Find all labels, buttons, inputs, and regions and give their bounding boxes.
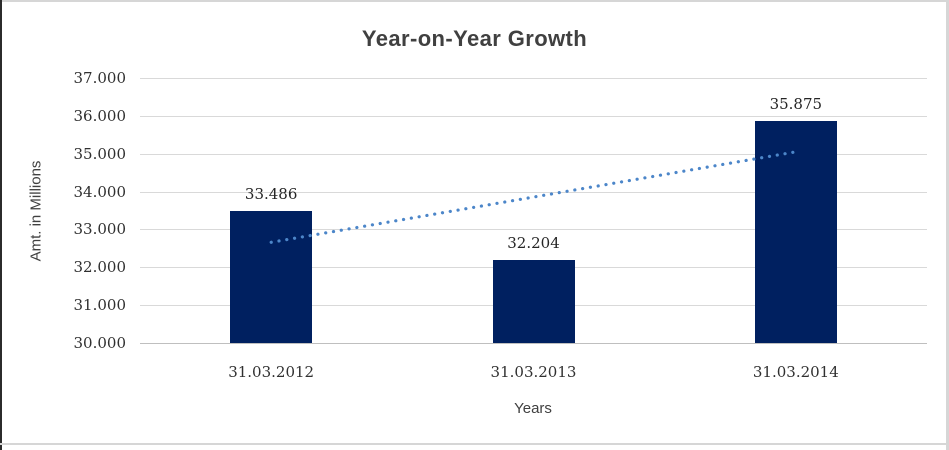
y-tick-label: 33.000 (73, 220, 127, 238)
bar-31.03.2014 (754, 120, 837, 343)
y-axis-title: Amt. in Millions (27, 160, 45, 262)
bar-31.03.2012 (230, 211, 313, 343)
y-tick-label: 31.000 (73, 296, 127, 314)
y-tick-label: 30.000 (73, 334, 127, 352)
y-tick-label: 37.000 (73, 69, 127, 87)
bar-value-label: 32.204 (507, 233, 560, 252)
frame-border-top (0, 0, 949, 2)
x-axis-title: Years (514, 400, 552, 417)
frame-border-left (0, 0, 2, 450)
gridline (140, 343, 927, 344)
gridline (140, 78, 927, 79)
y-tick-label: 32.000 (73, 258, 127, 276)
bar-value-label: 33.486 (244, 185, 298, 204)
y-tick-label: 34.000 (73, 183, 127, 201)
frame-border-bottom (0, 443, 949, 445)
y-tick-label: 35.000 (73, 145, 127, 163)
y-tick-label: 36.000 (73, 107, 127, 125)
bar-31.03.2013 (492, 259, 575, 343)
chart-title: Year-on-Year Growth (361, 26, 588, 51)
frame-border-right (946, 0, 949, 450)
x-tick-label: 31.03.2012 (228, 363, 315, 381)
x-tick-label: 31.03.2014 (752, 363, 839, 381)
gridline (140, 116, 927, 117)
x-tick-label: 31.03.2013 (490, 363, 577, 381)
bar-value-label: 35.875 (769, 94, 823, 113)
